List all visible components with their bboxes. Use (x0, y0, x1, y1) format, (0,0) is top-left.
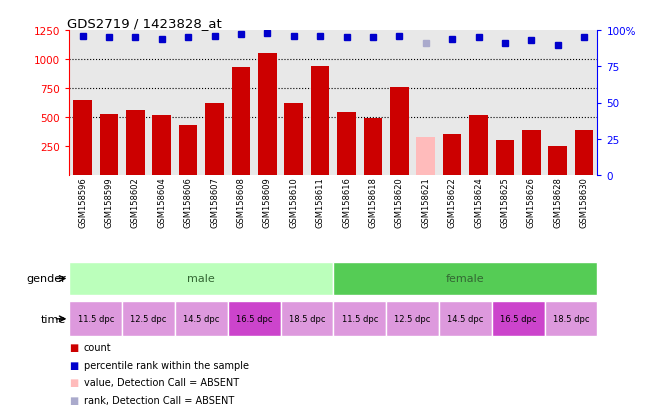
Text: 14.5 dpc: 14.5 dpc (183, 315, 220, 323)
Bar (179, 125, 197, 176)
Bar (469, 115, 488, 176)
Text: 16.5 dpc: 16.5 dpc (500, 315, 537, 323)
Text: ■: ■ (69, 342, 79, 352)
Text: female: female (446, 274, 484, 284)
Bar (284, 104, 303, 176)
Text: ■: ■ (69, 395, 79, 405)
Bar (333, 301, 386, 337)
Bar (364, 118, 382, 176)
Bar (69, 262, 333, 295)
Bar (126, 111, 145, 176)
Bar (175, 301, 228, 337)
Bar (439, 301, 492, 337)
Text: GDS2719 / 1423828_at: GDS2719 / 1423828_at (67, 17, 221, 30)
Bar (73, 100, 92, 176)
Text: 11.5 dpc: 11.5 dpc (341, 315, 378, 323)
Bar (548, 147, 567, 176)
Bar (575, 131, 593, 176)
Bar (232, 68, 250, 176)
Bar (122, 301, 175, 337)
Bar (152, 115, 171, 176)
Text: 16.5 dpc: 16.5 dpc (236, 315, 273, 323)
Text: percentile rank within the sample: percentile rank within the sample (84, 360, 249, 370)
Text: ■: ■ (69, 360, 79, 370)
Text: 18.5 dpc: 18.5 dpc (288, 315, 325, 323)
Bar (443, 135, 461, 176)
Bar (492, 301, 544, 337)
Text: 18.5 dpc: 18.5 dpc (552, 315, 589, 323)
Text: rank, Detection Call = ABSENT: rank, Detection Call = ABSENT (84, 395, 234, 405)
Bar (228, 301, 280, 337)
Text: gender: gender (26, 274, 66, 284)
Bar (386, 301, 439, 337)
Text: value, Detection Call = ABSENT: value, Detection Call = ABSENT (84, 377, 239, 387)
Bar (544, 301, 597, 337)
Bar (337, 112, 356, 176)
Bar (100, 114, 118, 176)
Bar (416, 138, 435, 176)
Bar (496, 141, 514, 176)
Text: 12.5 dpc: 12.5 dpc (130, 315, 167, 323)
Text: ■: ■ (69, 377, 79, 387)
Bar (333, 262, 597, 295)
Bar (69, 301, 122, 337)
Text: male: male (187, 274, 215, 284)
Bar (205, 103, 224, 176)
Bar (280, 301, 333, 337)
Text: 12.5 dpc: 12.5 dpc (394, 315, 431, 323)
Bar (311, 67, 329, 176)
Text: 14.5 dpc: 14.5 dpc (447, 315, 484, 323)
Bar (258, 54, 277, 176)
Bar (390, 88, 409, 176)
Text: 11.5 dpc: 11.5 dpc (77, 315, 114, 323)
Bar (522, 131, 541, 176)
Text: time: time (41, 314, 66, 324)
Text: count: count (84, 342, 112, 352)
